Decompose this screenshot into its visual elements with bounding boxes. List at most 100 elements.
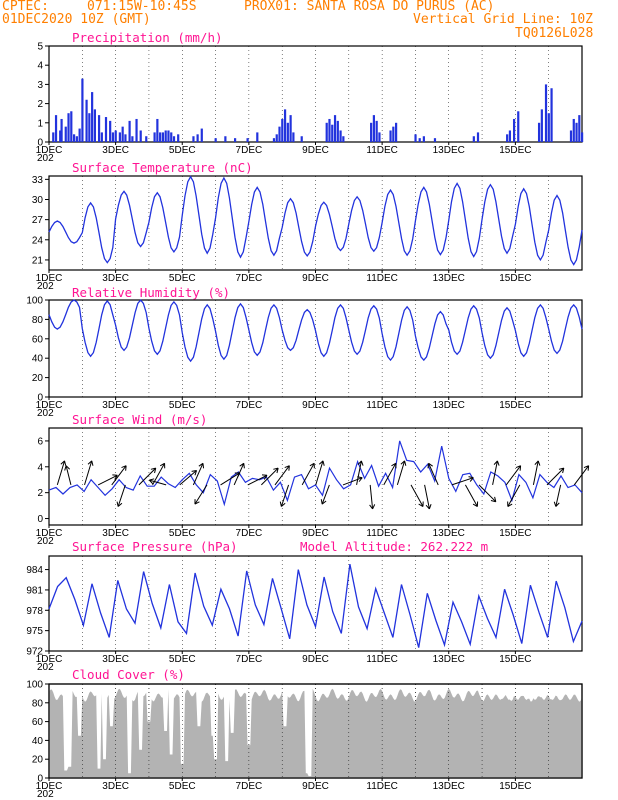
- x-tick-label: 7DEC: [236, 273, 263, 284]
- panel-2: 21 24 27 30 33 1DEC 3DEC 5DEC 7DEC 9DEC 11DEC 13DEC…: [32, 160, 583, 292]
- wind-arrow: [117, 484, 126, 507]
- wind-arrow: [220, 472, 241, 486]
- wind-arrow-head: [279, 501, 286, 507]
- y-tick-label: 24: [32, 235, 44, 246]
- precip-bar: [153, 132, 156, 142]
- y-tick-label: 20: [32, 755, 44, 766]
- panel-title: Relative Humidity (%): [72, 285, 230, 300]
- precip-bar: [156, 118, 159, 142]
- wind-arrow: [424, 484, 430, 510]
- x-tick-label: 1DEC: [36, 400, 63, 411]
- y-tick-label: 6: [37, 436, 43, 447]
- x-tick-label: 13DEC: [433, 400, 465, 411]
- x-tick-label: 3DEC: [102, 273, 129, 284]
- wind-arrow: [546, 467, 565, 486]
- wind-arrow: [383, 463, 397, 486]
- wind-arrow: [410, 484, 424, 507]
- header-source: CPTEC:: [2, 0, 49, 14]
- wind-arrow-head: [318, 460, 325, 466]
- precip-bar: [372, 115, 375, 142]
- precip-bar: [328, 118, 331, 142]
- x-tick-label: 13DEC: [433, 781, 465, 792]
- panel-5: 972 975 978 981 984 1DEC 3DEC 5DEC 7DEC 9DEC 11DEC…: [26, 539, 583, 673]
- precip-bar: [339, 130, 342, 142]
- x-year-label: 202: [37, 281, 54, 292]
- wind-arrow: [84, 460, 93, 486]
- precip-bar: [378, 132, 381, 142]
- y-tick-label: 972: [26, 647, 43, 658]
- precip-bar: [224, 136, 227, 142]
- wind-arrow-head: [320, 499, 327, 505]
- precip-bar: [331, 124, 334, 142]
- precip-bar: [547, 113, 550, 142]
- wind-arrow-head: [507, 501, 513, 507]
- precip-bar: [544, 84, 548, 142]
- series-line: [48, 175, 583, 266]
- wind-arrow: [194, 484, 208, 505]
- x-tick-label: 7DEC: [236, 654, 263, 665]
- x-tick-label: 15DEC: [499, 528, 531, 539]
- wind-arrow: [507, 484, 521, 507]
- x-year-label: 202: [37, 153, 54, 164]
- wind-arrow-head: [427, 462, 433, 469]
- wind-arrow: [369, 484, 374, 509]
- x-tick-label: 5DEC: [169, 781, 196, 792]
- precip-bar: [214, 138, 217, 142]
- precip-bar: [476, 132, 480, 142]
- precip-bar: [300, 136, 303, 142]
- precip-bar: [472, 136, 475, 142]
- y-tick-label: 4: [37, 61, 43, 72]
- x-tick-label: 11DEC: [366, 400, 398, 411]
- precip-bar: [172, 136, 176, 142]
- precip-bar: [233, 138, 237, 142]
- precip-bar: [124, 134, 127, 142]
- wind-arrow: [233, 463, 245, 486]
- precip-bar: [78, 128, 81, 142]
- wind-arrow-head: [515, 465, 522, 471]
- precip-bar: [164, 130, 167, 142]
- precip-bar: [167, 130, 170, 142]
- header-station: PROX01: SANTA ROSA DO PURUS (AC): [244, 0, 495, 14]
- wind-arrow: [261, 467, 279, 486]
- panel-4: 0 2 4 6 1DEC 3DEC 5DEC 7DEC 9DEC 11DEC 13DEC 15DEC 2…: [36, 412, 590, 547]
- y-tick-label: 60: [32, 334, 44, 345]
- x-tick-label: 11DEC: [366, 781, 398, 792]
- y-tick-label: 0: [37, 138, 43, 149]
- wind-arrow-head: [261, 474, 268, 480]
- x-tick-label: 9DEC: [302, 654, 329, 665]
- precip-bar: [578, 115, 581, 142]
- y-tick-label: 0: [37, 514, 43, 525]
- wind-arrow: [478, 484, 497, 503]
- x-tick-label: 7DEC: [236, 145, 263, 156]
- precip-bar: [433, 138, 437, 142]
- wind-arrow: [111, 465, 127, 486]
- precip-bar: [256, 132, 259, 142]
- x-tick-label: 3DEC: [102, 400, 129, 411]
- x-tick-label: 5DEC: [169, 654, 196, 665]
- x-tick-label: 1DEC: [36, 145, 63, 156]
- precip-bar: [289, 115, 292, 142]
- wind-arrow: [65, 465, 72, 486]
- precip-bar: [111, 132, 115, 142]
- precip-bar: [85, 99, 88, 142]
- x-tick-label: 7DEC: [236, 781, 263, 792]
- precip-bar: [93, 109, 97, 142]
- header-coordinates: 071:15W-10:45S: [87, 0, 197, 14]
- precip-bar: [278, 126, 281, 142]
- precip-bar: [537, 122, 541, 142]
- x-year-label: 202: [37, 662, 54, 673]
- panel-6: 0 20 40 60 80 100 1DEC 3DEC 5DEC 7DEC 9DEC 11DEC 13D…: [26, 667, 583, 800]
- y-tick-label: 80: [32, 315, 44, 326]
- precip-bar: [192, 136, 195, 142]
- precip-bar: [333, 115, 337, 142]
- x-tick-label: 5DEC: [169, 273, 196, 284]
- precip-bar: [418, 138, 421, 142]
- x-tick-label: 15DEC: [499, 654, 531, 665]
- wind-arrow-head: [64, 465, 71, 471]
- x-tick-label: 15DEC: [499, 781, 531, 792]
- wind-arrow-head: [112, 474, 118, 480]
- panel-title: Surface Wind (m/s): [72, 412, 207, 427]
- y-tick-label: 80: [32, 698, 44, 709]
- precip-bar: [370, 122, 373, 142]
- wind-arrow-head: [425, 504, 432, 510]
